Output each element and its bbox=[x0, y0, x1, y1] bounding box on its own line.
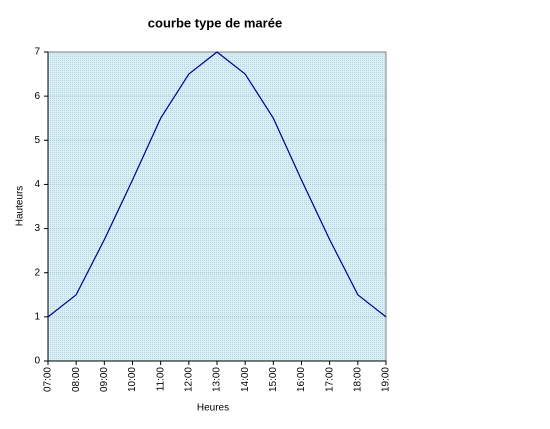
x-tick-label: 12:00 bbox=[183, 367, 194, 392]
y-tick-label: 7 bbox=[34, 47, 40, 58]
plot-area bbox=[47, 51, 387, 362]
y-tick-label: 0 bbox=[34, 356, 40, 367]
x-tick-label: 18:00 bbox=[352, 367, 363, 392]
x-tick-label: 09:00 bbox=[99, 367, 110, 392]
y-tick-label: 3 bbox=[34, 223, 40, 234]
y-tick-label: 1 bbox=[34, 311, 40, 322]
chart-title: courbe type de marée bbox=[148, 15, 282, 30]
x-tick-label: 08:00 bbox=[71, 367, 82, 392]
y-tick-label: 5 bbox=[34, 135, 40, 146]
y-axis-label: Hauteurs bbox=[15, 186, 26, 227]
x-tick-label: 11:00 bbox=[155, 367, 166, 392]
x-tick-label: 07:00 bbox=[43, 367, 54, 392]
y-tick-label: 6 bbox=[34, 91, 40, 102]
x-tick-label: 14:00 bbox=[240, 367, 251, 392]
x-axis-label: Heures bbox=[197, 403, 229, 414]
x-tick-label: 15:00 bbox=[268, 367, 279, 392]
x-tick-label: 17:00 bbox=[324, 367, 335, 392]
line bbox=[47, 51, 387, 318]
x-tick-label: 10:00 bbox=[127, 367, 138, 392]
y-tick-label: 2 bbox=[34, 267, 40, 278]
x-tick-label: 13:00 bbox=[212, 367, 223, 392]
x-tick-label: 19:00 bbox=[381, 367, 392, 392]
x-tick-label: 16:00 bbox=[296, 367, 307, 392]
y-tick-label: 4 bbox=[34, 179, 40, 190]
